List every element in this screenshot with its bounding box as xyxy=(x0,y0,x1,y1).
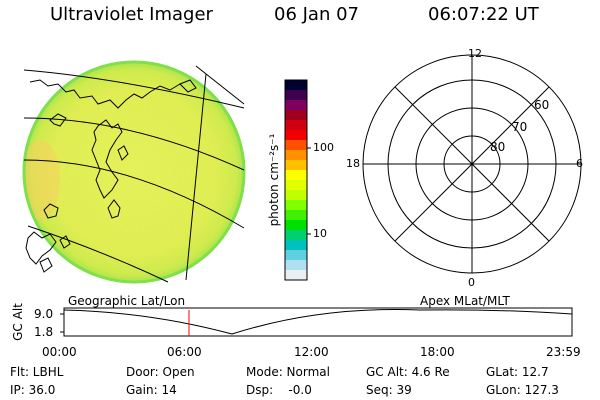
colorbar-segment xyxy=(285,150,307,161)
info-gc-alt: GC Alt: 4.6 Re xyxy=(366,365,450,379)
colorbar-label-10: 10 xyxy=(313,227,327,240)
colorbar-segment xyxy=(285,210,307,221)
info-door: Door: Open xyxy=(126,365,195,379)
colorbar-segment xyxy=(285,250,307,261)
geographic-grid xyxy=(23,65,245,283)
colorbar-segment xyxy=(285,140,307,151)
timeline-x-tick-0600: 06:00 xyxy=(167,345,202,359)
info-gain: Gain: 14 xyxy=(126,383,177,397)
colorbar-segment xyxy=(285,120,307,131)
colorbar-segment xyxy=(285,170,307,181)
lat-label-60: 60 xyxy=(534,98,550,112)
info-dsp: Dsp: -0.0 xyxy=(246,383,312,397)
colorbar-segment xyxy=(285,110,307,121)
timeline-axis-label: GC Alt xyxy=(11,303,25,341)
colorbar-segment xyxy=(285,180,307,191)
colorbar-segment xyxy=(285,220,307,231)
colorbar-segment xyxy=(285,230,307,241)
colorbar-segment xyxy=(285,200,307,211)
timeline-y-tick-top: 9.0 xyxy=(34,307,54,321)
mlt-label-12: 12 xyxy=(468,47,482,60)
observation-time: 06:07:22 UT xyxy=(428,4,539,25)
timeline-x-tick-1800: 18:00 xyxy=(420,345,455,359)
info-ip: IP: 36.0 xyxy=(10,383,56,397)
colorbar xyxy=(285,80,307,281)
colorbar-label-100: 100 xyxy=(313,141,334,154)
timeline-plot xyxy=(60,307,573,337)
colorbar-frame xyxy=(284,79,308,281)
polar-plot xyxy=(362,54,582,274)
colorbar-unit-label: photon cm⁻²s⁻¹ xyxy=(267,133,281,227)
timeline-x-tick-2359: 23:59 xyxy=(546,345,581,359)
mlt-label-6: 6 xyxy=(576,157,583,170)
timeline-right-title: Apex MLat/MLT xyxy=(420,294,510,308)
colorbar-segment xyxy=(285,130,307,141)
info-filter: Flt: LBHL xyxy=(10,365,64,379)
colorbar-segment xyxy=(285,240,307,251)
info-seq: Seq: 39 xyxy=(366,383,412,397)
colorbar-segment xyxy=(285,80,307,91)
app-title: Ultraviolet Imager xyxy=(50,4,213,25)
colorbar-segment xyxy=(285,260,307,271)
info-glat: GLat: 12.7 xyxy=(486,365,549,379)
info-mode: Mode: Normal xyxy=(246,365,330,379)
colorbar-segment xyxy=(285,90,307,101)
lat-label-70: 70 xyxy=(512,120,528,134)
colorbar-segment xyxy=(285,190,307,201)
altitude-curve xyxy=(63,309,573,335)
info-glon: GLon: 127.3 xyxy=(486,383,559,397)
observation-date: 06 Jan 07 xyxy=(274,4,359,25)
timeline-left-title: Geographic Lat/Lon xyxy=(68,294,186,308)
timeline-frame xyxy=(63,307,573,337)
colorbar-segment xyxy=(285,100,307,111)
colorbar-segment xyxy=(285,270,307,281)
timeline-x-tick-1200: 12:00 xyxy=(294,345,329,359)
timeline-y-tick-bottom: 1.8 xyxy=(34,325,54,339)
mlt-label-18: 18 xyxy=(346,157,360,170)
mlt-label-0: 0 xyxy=(468,276,475,289)
lat-label-80: 80 xyxy=(490,140,506,154)
coastline-outline xyxy=(25,79,197,273)
timeline-x-tick-0000: 00:00 xyxy=(42,345,77,359)
colorbar-segment xyxy=(285,160,307,171)
